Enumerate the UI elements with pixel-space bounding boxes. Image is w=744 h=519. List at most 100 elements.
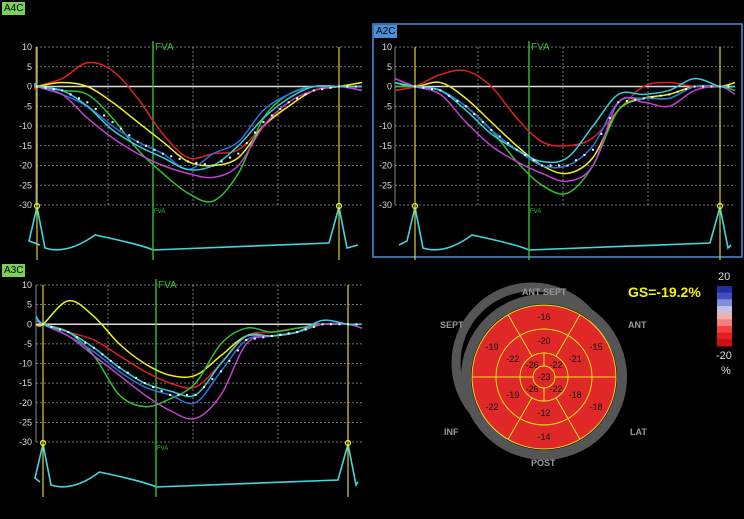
view-label-a2c[interactable]: A2C — [374, 25, 398, 38]
average-strain-dot — [676, 90, 679, 93]
average-strain-dot — [194, 393, 197, 396]
fva-label: FVA — [158, 280, 177, 291]
average-strain-dot — [136, 140, 139, 143]
label-post: POST — [531, 458, 556, 468]
y-tick-label: -10 — [19, 359, 32, 369]
average-strain-dot — [583, 153, 586, 156]
mid-segment-value: -20 — [537, 336, 550, 346]
average-strain-dot — [541, 164, 544, 167]
average-strain-dot — [161, 152, 164, 155]
y-tick-label: -10 — [19, 121, 32, 131]
basal-segment-value: -14 — [537, 432, 550, 442]
y-tick-label: -20 — [19, 398, 32, 408]
average-strain-dot — [447, 94, 450, 97]
y-tick-label: -10 — [379, 121, 392, 131]
average-strain-dot — [321, 88, 324, 91]
average-strain-dot — [52, 88, 55, 91]
average-strain-dot — [338, 323, 341, 326]
strain-panel-a2c: 10 5 0 -5 -10 -15 -20 -25 -30 FVA FVA — [372, 23, 743, 260]
average-strain-dot — [574, 159, 577, 162]
average-strain-dot — [245, 338, 248, 341]
average-strain-dot — [473, 113, 476, 116]
y-tick-label: 5 — [387, 62, 392, 72]
y-tick-label: 10 — [22, 280, 32, 290]
average-strain-dot — [354, 85, 357, 88]
average-strain-dot — [464, 105, 467, 108]
average-strain-dot — [195, 161, 198, 164]
ecg-trace — [28, 206, 359, 251]
cycle-marker-dot — [411, 202, 419, 210]
average-strain-dot — [346, 85, 349, 88]
colorbar-unit: % — [721, 365, 731, 377]
average-strain-dot — [109, 359, 112, 362]
strain-panel-a4c: 10 5 0 -5 -10 -15 -20 -25 -30 FVA FVA — [19, 41, 363, 260]
colorbar-min: -20 — [716, 350, 732, 362]
global-strain-value: GS=-19.2% — [628, 284, 701, 300]
average-strain-dot — [94, 107, 97, 110]
average-strain-dot — [103, 114, 106, 117]
average-strain-dot — [490, 128, 493, 131]
average-strain-dot — [61, 89, 64, 92]
average-strain-dot — [86, 101, 89, 104]
label-ant: ANT — [628, 320, 647, 330]
average-strain-dot — [313, 325, 316, 328]
average-strain-dot — [211, 378, 214, 381]
average-strain-dot — [262, 121, 265, 124]
segment-strain-curve — [394, 77, 735, 169]
segment-border — [555, 397, 581, 440]
average-strain-dot — [507, 142, 510, 145]
average-strain-dot — [287, 101, 290, 104]
fva-label-small: FVA — [530, 209, 541, 215]
average-strain-dot — [236, 349, 239, 352]
bullseye-outer-ring — [461, 294, 627, 460]
y-tick-label: -25 — [379, 180, 392, 190]
apical-segment-value: -22 — [550, 360, 563, 370]
apical-segment-value: -22 — [550, 384, 563, 394]
average-strain-dot — [296, 97, 299, 100]
segment-border — [555, 314, 581, 357]
average-strain-dot — [558, 164, 561, 167]
cycle-marker-dot — [33, 202, 41, 210]
average-strain-dot — [119, 127, 122, 130]
average-strain-dot — [42, 323, 44, 326]
y-tick-label: 0 — [387, 82, 392, 92]
mid-segment-value: -18 — [569, 390, 582, 400]
basal-segment-value: -22 — [486, 402, 499, 412]
label-ant-sept: ANT SEPT — [522, 287, 567, 297]
fva-label: FVA — [531, 42, 550, 53]
average-strain-dot — [287, 332, 290, 335]
apical-segment-value: -26 — [525, 360, 538, 370]
y-tick-label: -15 — [19, 378, 32, 388]
average-strain-dot — [270, 335, 273, 338]
y-tick-label: -15 — [19, 141, 32, 151]
mid-segment-value: -21 — [569, 354, 582, 364]
average-strain-dot — [169, 393, 172, 396]
average-strain-dot — [219, 370, 222, 373]
average-strain-dot — [111, 121, 114, 124]
bullseye-plot: -16-15-18-14-22-19-20-21-18-12-19-22-22-… — [451, 282, 627, 460]
view-label-a4c[interactable]: A4C — [2, 2, 26, 15]
y-tick-label: -5 — [384, 101, 392, 111]
segment-strain-curve — [34, 82, 362, 171]
y-tick-label: -30 — [19, 437, 32, 447]
average-strain-dot — [600, 132, 603, 135]
apex-value: -23 — [537, 372, 550, 382]
average-strain-dot — [566, 164, 569, 167]
segment-strain-curve — [394, 77, 736, 183]
average-strain-dot — [58, 328, 61, 331]
average-strain-dot — [321, 323, 324, 326]
y-tick-label: 5 — [27, 62, 32, 72]
average-strain-dot — [338, 85, 340, 88]
cycle-marker-dot — [344, 439, 352, 447]
apical-segment-value: -26 — [525, 384, 538, 394]
ecg-trace — [34, 443, 359, 488]
average-strain-dot — [625, 99, 628, 102]
view-label-a3c[interactable]: A3C — [2, 264, 26, 277]
y-tick-label: 10 — [22, 42, 32, 52]
average-strain-dot — [152, 386, 155, 389]
average-strain-dot — [532, 159, 535, 162]
colorbar-swatch — [717, 326, 732, 334]
segment-strain-curve — [394, 81, 736, 175]
average-strain-dot — [177, 393, 180, 396]
average-strain-dot — [101, 353, 104, 356]
